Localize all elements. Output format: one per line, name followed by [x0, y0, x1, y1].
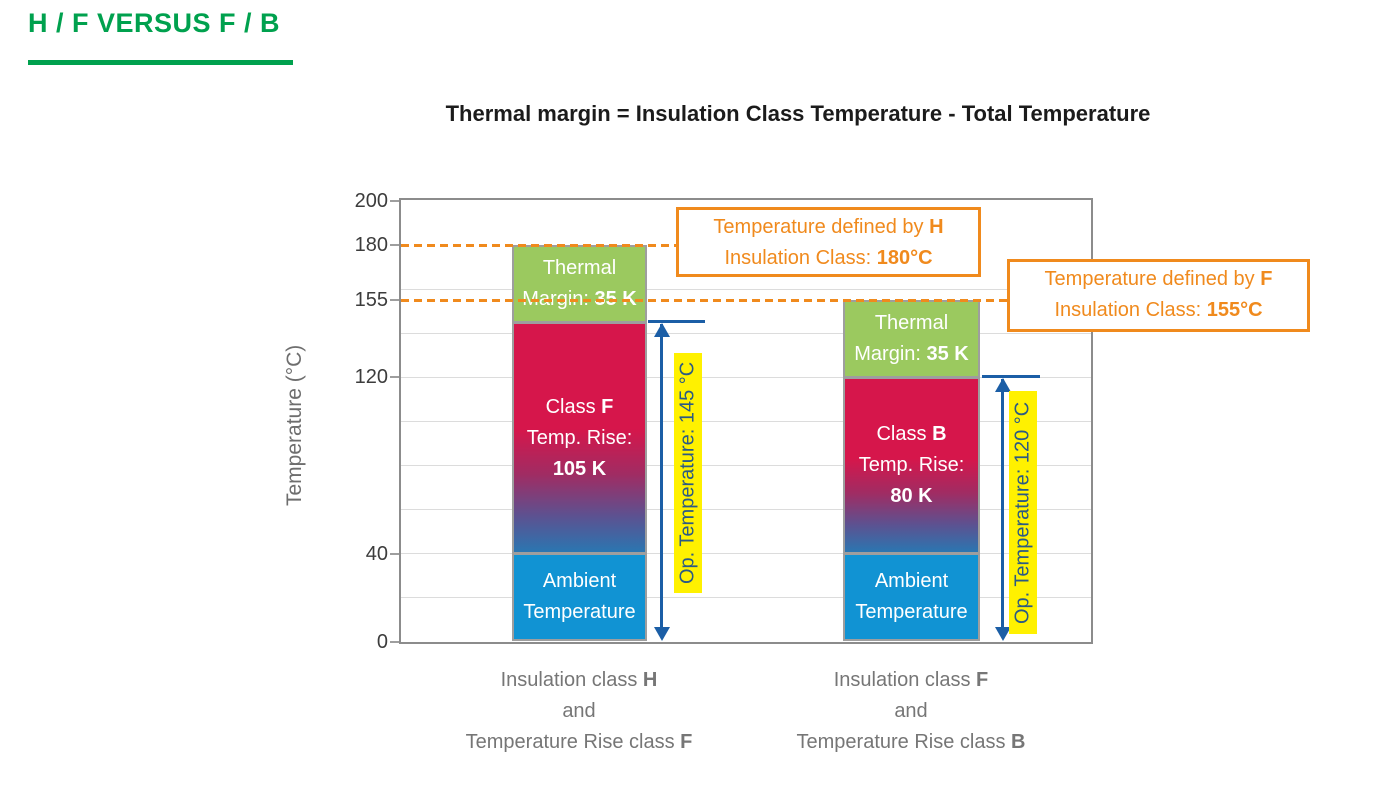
gridline-160 [401, 289, 1091, 290]
y-tickmark [390, 200, 399, 202]
y-tick-200: 200 [354, 190, 388, 212]
x2-line1: Insulation class F [833, 669, 989, 691]
bar2-ambient-line1: Ambient [874, 570, 949, 592]
callout1-line1: Temperature defined by H [713, 216, 944, 238]
bar1-temp-rise-segment: Class F Temp. Rise: 105 K [512, 322, 647, 554]
y-tick-0: 0 [376, 631, 388, 653]
callout-insulation-class-h: Temperature defined by H Insulation Clas… [676, 207, 981, 277]
gridline-80 [401, 465, 1091, 466]
y-axis-title: Temperature (°C) [283, 344, 306, 506]
bar1-rise-line3: 105 K [552, 457, 607, 480]
y-tick-180: 180 [354, 234, 388, 256]
y-tick-155: 155 [354, 289, 388, 311]
gridline-60 [401, 509, 1091, 510]
gridline-140 [401, 333, 1091, 334]
op-temp1-cap-line [648, 320, 705, 323]
op-temp1-label: Op. Temperature: 145 °C [674, 353, 702, 593]
y-tick-40: 40 [365, 543, 388, 565]
bar1-ambient-segment: Ambient Temperature [512, 553, 647, 641]
x2-line2: and [894, 700, 928, 722]
bar2-rise-line3: 80 K [890, 485, 933, 507]
arrow-down-icon [995, 627, 1011, 641]
y-tickmark [390, 299, 399, 301]
x1-line2: and [562, 700, 596, 722]
bar1-rise-line1: Class F [545, 395, 614, 418]
x1-line1: Insulation class H [500, 669, 658, 691]
callout-insulation-class-f: Temperature defined by F Insulation Clas… [1007, 259, 1310, 332]
arrow-up-icon [995, 378, 1011, 392]
x-label-bar2: Insulation class F and Temperature Rise … [751, 665, 1071, 758]
bar2-margin-line1: Thermal [874, 312, 949, 334]
page-title: H / F VERSUS F / B [28, 8, 281, 38]
callout2-line1: Temperature defined by F [1044, 268, 1273, 290]
bar2-thermal-margin-segment: Thermal Margin: 35 K [843, 300, 980, 378]
bar2-ambient-segment: Ambient Temperature [843, 553, 980, 641]
gridline-120 [401, 377, 1091, 378]
y-tick-120: 120 [354, 366, 388, 388]
x2-line3: Temperature Rise class B [796, 731, 1026, 753]
op-temp2-cap-line [982, 375, 1040, 378]
op-temp1-arrow [660, 324, 663, 637]
callout1-line2: Insulation Class: 180°C [724, 247, 933, 269]
op-temp2-arrow [1001, 379, 1004, 637]
y-tickmark [390, 641, 399, 643]
bar1-ambient-line2: Temperature [523, 601, 636, 623]
bar1-margin-line1: Thermal [542, 257, 617, 279]
bar1-ambient-line1: Ambient [542, 570, 617, 592]
heading-underline [28, 60, 293, 65]
bar2-rise-line2: Temp. Rise: [858, 454, 965, 476]
gridline-20 [401, 597, 1091, 598]
arrow-down-icon [654, 627, 670, 641]
bar2-margin-line2: Margin: 35 K [854, 343, 969, 365]
y-tickmark [390, 376, 399, 378]
gridline-40 [401, 553, 1091, 554]
y-tickmark [390, 244, 399, 246]
callout2-line2: Insulation Class: 155°C [1054, 299, 1263, 321]
arrow-up-icon [654, 323, 670, 337]
gridline-100 [401, 421, 1091, 422]
bar2-ambient-line2: Temperature [855, 601, 968, 623]
bar1-thermal-margin-segment: Thermal Margin: 35 K [512, 245, 647, 323]
chart-title: Thermal margin = Insulation Class Temper… [445, 101, 1151, 126]
bar2-rise-line1: Class B [876, 423, 947, 445]
x-label-bar1: Insulation class H and Temperature Rise … [419, 665, 739, 758]
bar2-temp-rise-segment: Class B Temp. Rise: 80 K [843, 377, 980, 554]
x1-line3: Temperature Rise class F [465, 731, 693, 753]
bar1-rise-line2: Temp. Rise: [526, 426, 633, 449]
insulation-line-155 [401, 299, 1007, 302]
op-temp2-label: Op. Temperature: 120 °C [1009, 391, 1037, 634]
y-tickmark [390, 553, 399, 555]
insulation-line-180 [401, 244, 676, 247]
